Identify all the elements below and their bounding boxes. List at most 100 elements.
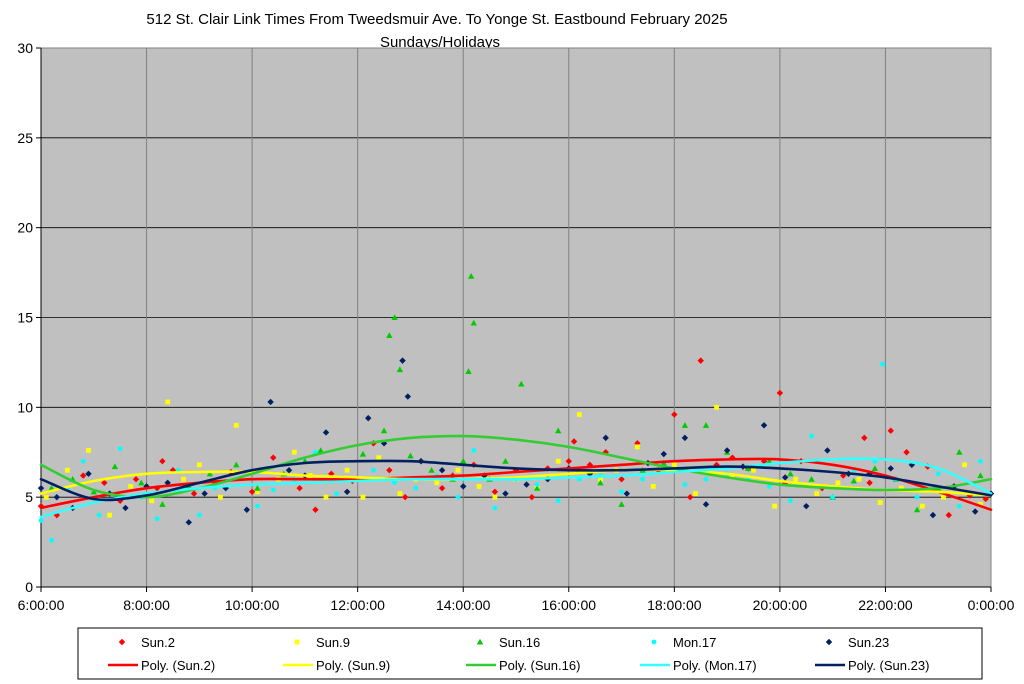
data-point: [107, 512, 113, 518]
legend-entry: Poly. (Sun.9): [283, 658, 390, 673]
data-point: [43, 494, 49, 500]
data-point: [623, 490, 631, 497]
legend-marker: [294, 639, 300, 645]
data-point: [787, 470, 794, 477]
legend-marker: [118, 638, 126, 646]
data-point: [455, 494, 461, 500]
data-point: [887, 465, 894, 472]
trendline-poly-sun-9: [39, 468, 993, 497]
data-point: [96, 512, 102, 518]
data-point: [491, 488, 499, 495]
trendline-poly-mon-17: [39, 457, 993, 519]
data-point: [723, 447, 731, 454]
x-tick-label: 14:00:00: [436, 597, 491, 613]
data-point: [866, 479, 873, 486]
data-point: [830, 494, 836, 500]
data-point: [788, 498, 793, 504]
data-point: [285, 467, 293, 474]
data-point: [555, 458, 561, 464]
data-point: [159, 501, 166, 507]
data-point: [956, 449, 963, 455]
data-point: [634, 444, 640, 450]
data-point: [982, 495, 989, 503]
data-point: [291, 449, 297, 455]
data-point: [850, 477, 857, 484]
data-point: [471, 448, 477, 453]
data-point: [254, 503, 260, 509]
legend-box: [77, 627, 983, 680]
data-point: [681, 434, 689, 442]
data-point: [919, 503, 925, 509]
data-point: [460, 483, 467, 490]
data-point: [413, 485, 419, 491]
data-point: [766, 458, 773, 464]
data-point: [128, 483, 134, 489]
data-point: [296, 484, 303, 492]
data-point: [809, 433, 814, 439]
data-point: [397, 491, 403, 496]
legend-entry: Poly. (Sun.16): [466, 658, 580, 673]
data-point: [196, 512, 202, 518]
data-point: [702, 501, 710, 508]
data-point: [122, 504, 129, 512]
data-point: [671, 462, 677, 468]
y-axis-ticks: 0 5 10 15 20 25 30: [17, 40, 42, 595]
data-point: [971, 508, 979, 515]
series-sun-16: [48, 272, 984, 513]
legend-label: Poly. (Mon.17): [673, 658, 757, 673]
data-point: [533, 484, 541, 491]
data-point: [154, 516, 160, 522]
trend-lines: [39, 434, 993, 519]
y-tick-label: 10: [17, 399, 33, 415]
y-tick-label: 25: [17, 130, 33, 146]
x-tick-label: 10:00:00: [225, 597, 280, 613]
data-point: [190, 490, 198, 497]
data-point: [386, 332, 393, 339]
data-point: [85, 470, 92, 478]
data-point: [428, 467, 435, 473]
data-point: [598, 476, 603, 482]
data-point: [343, 488, 351, 495]
legend-entry: Sun.23: [825, 635, 889, 650]
x-tick-label: 6:00:00: [18, 597, 65, 613]
data-point: [772, 503, 778, 509]
legend-label: Poly. (Sun.9): [316, 658, 390, 673]
data-point: [467, 272, 475, 279]
data-point: [597, 479, 604, 486]
data-point: [793, 476, 799, 482]
y-tick-label: 20: [17, 220, 33, 236]
x-tick-label: 12:00:00: [330, 597, 385, 613]
legend-label: Sun.16: [499, 635, 540, 650]
data-point: [856, 476, 862, 482]
data-point: [941, 494, 946, 500]
data-point: [518, 380, 525, 387]
data-point: [576, 412, 582, 417]
data-point: [233, 422, 239, 428]
legend-label: Poly. (Sun.2): [141, 658, 215, 673]
data-point: [376, 455, 382, 461]
data-point: [913, 506, 921, 513]
data-point: [697, 357, 704, 364]
data-point: [391, 314, 398, 321]
data-point: [365, 414, 372, 422]
legend-entry: Poly. (Mon.17): [640, 658, 757, 673]
data-point: [53, 493, 61, 501]
data-point: [877, 500, 883, 505]
data-point: [80, 458, 86, 464]
data-point: [401, 493, 409, 501]
data-point: [392, 480, 398, 486]
data-point: [359, 450, 367, 457]
data-point: [962, 462, 968, 468]
data-point: [978, 501, 983, 507]
y-tick-label: 30: [17, 40, 33, 56]
legend-label: Mon.17: [673, 635, 716, 650]
data-point: [751, 467, 756, 473]
data-point: [714, 404, 719, 410]
chart-title: 512 St. Clair Link Times From Tweedsmuir…: [146, 11, 727, 28]
data-point: [602, 434, 609, 442]
data-point: [254, 489, 260, 495]
data-point: [243, 506, 251, 513]
data-point: [404, 393, 412, 400]
data-point: [132, 476, 140, 483]
